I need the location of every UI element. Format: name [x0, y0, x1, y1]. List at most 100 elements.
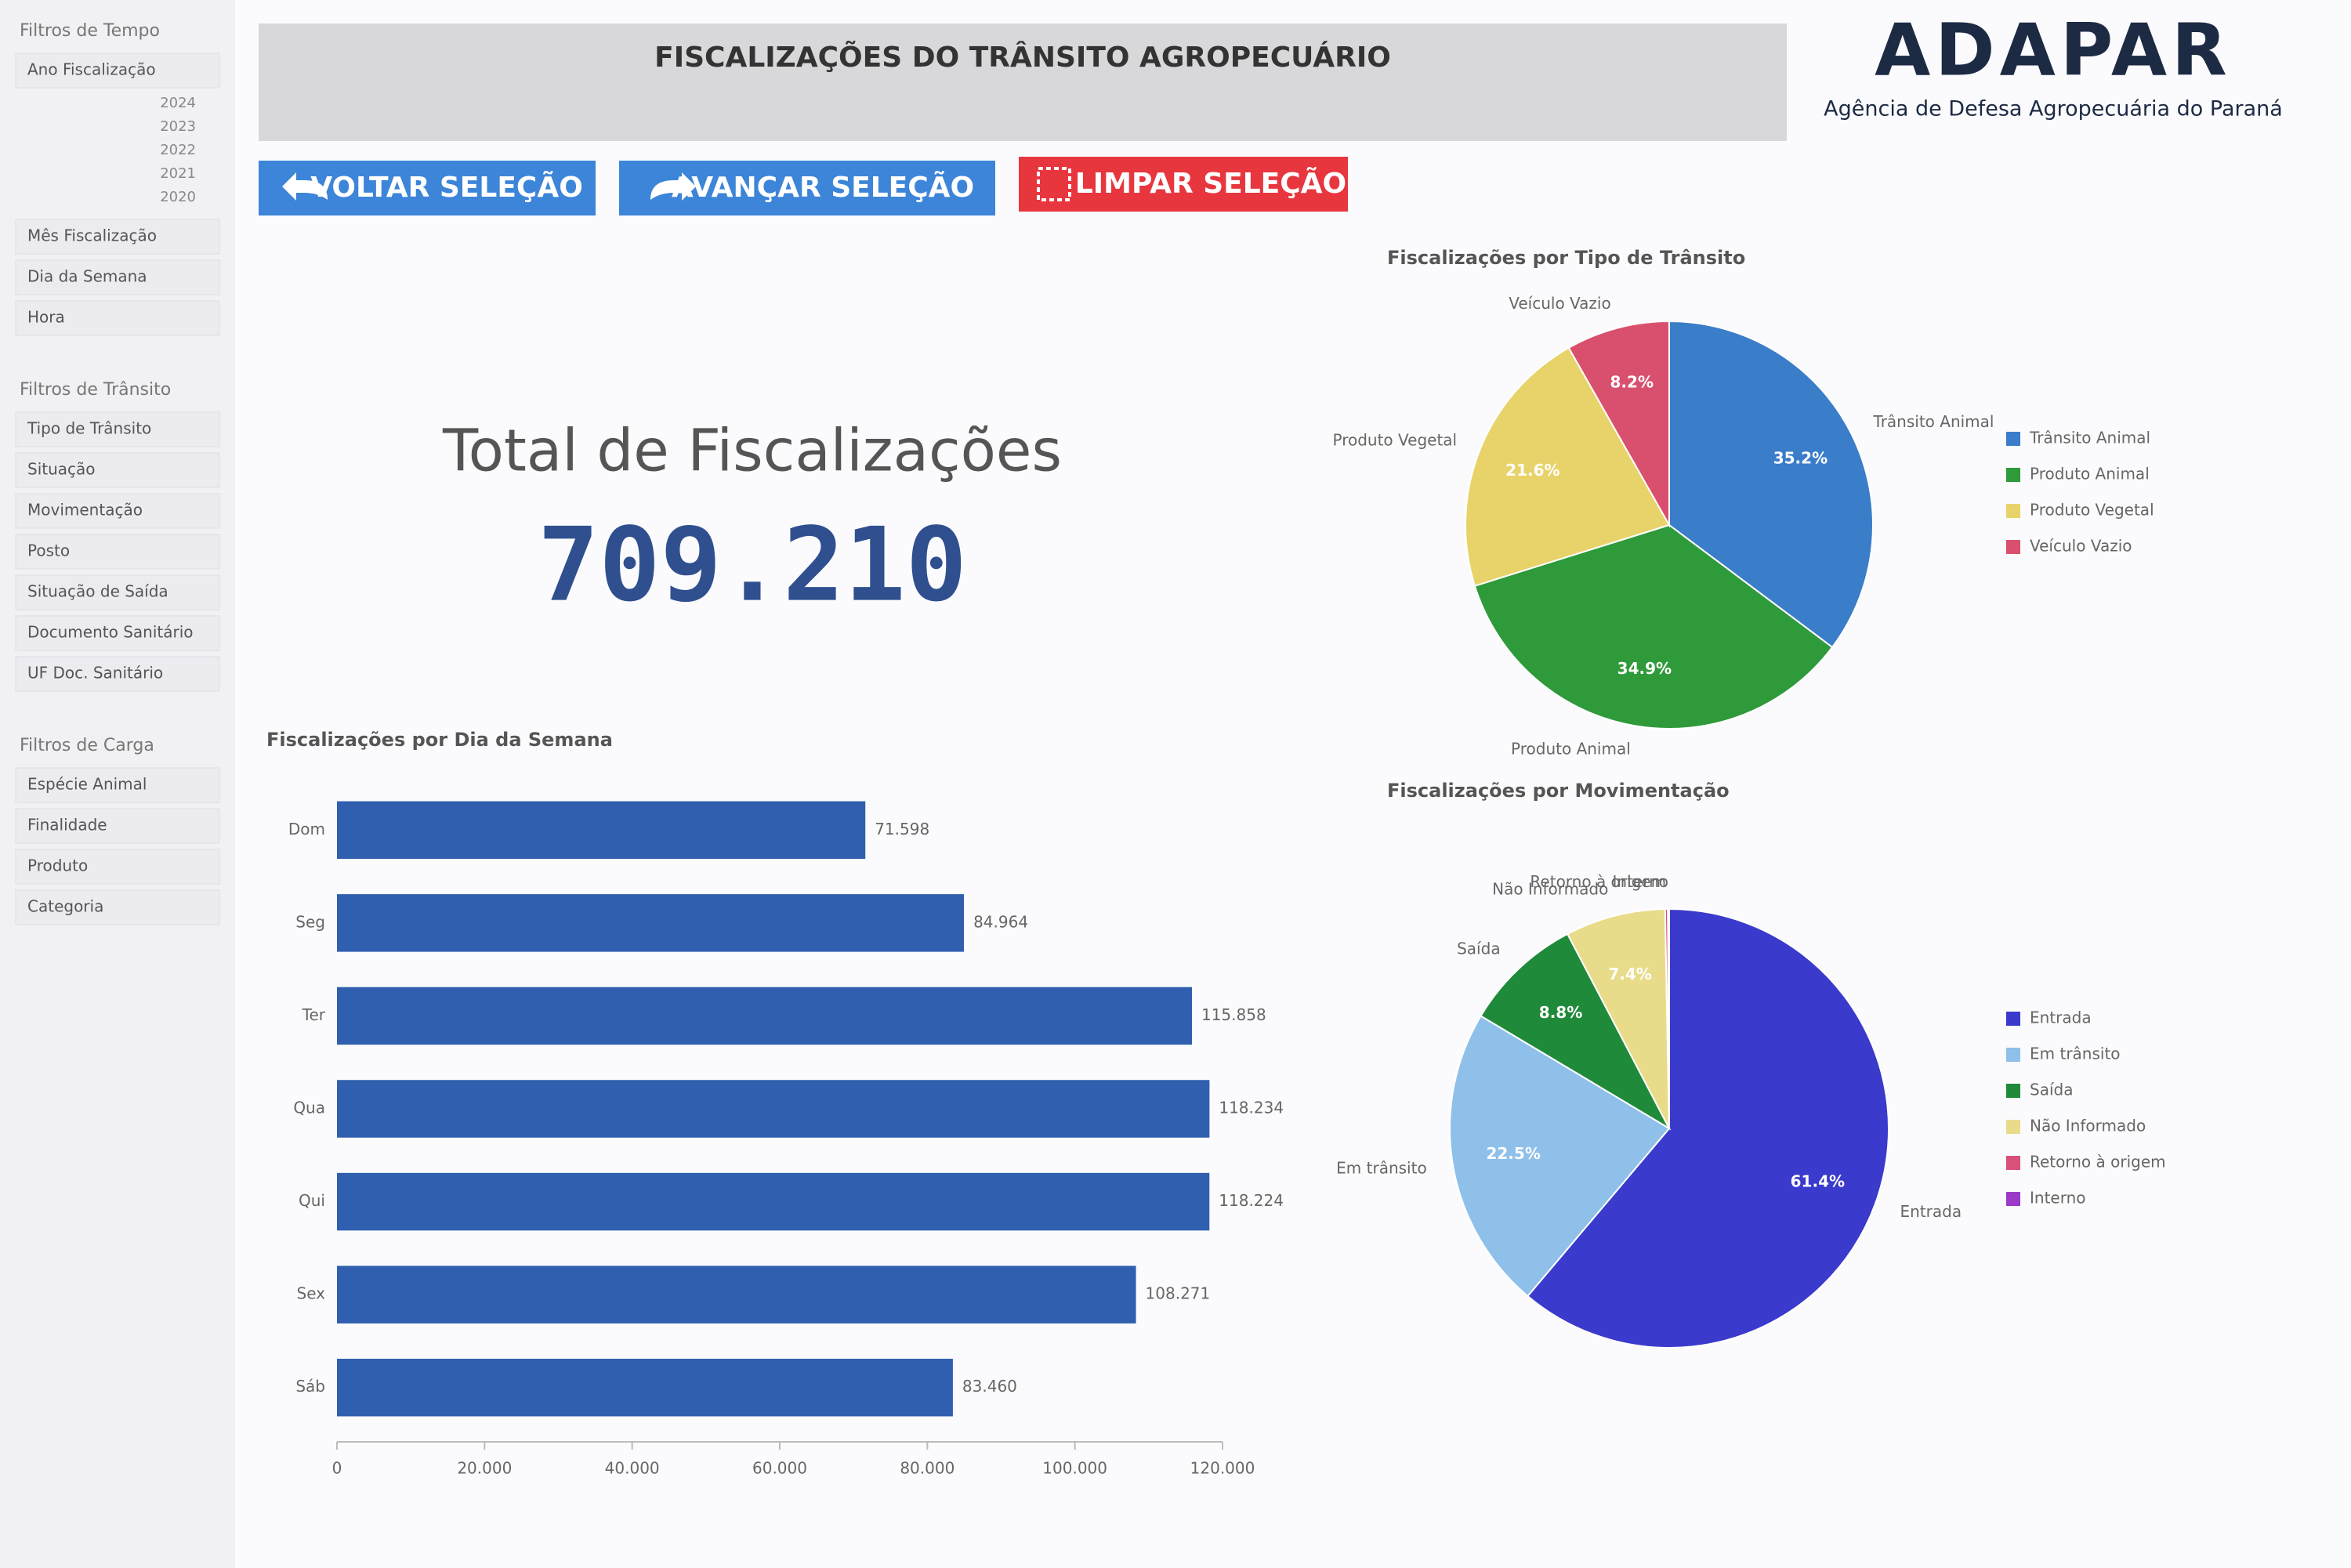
slice-value-label: 21.6%	[1505, 461, 1559, 480]
bar	[337, 894, 965, 952]
filter-box	[15, 300, 220, 336]
x-tick-label: 100.000	[1042, 1459, 1107, 1478]
legend-swatch	[2006, 1084, 2020, 1098]
year-option: 2020	[160, 189, 196, 205]
back-button[interactable]: VOLTAR SELEÇÃO	[259, 161, 596, 215]
slice-value-label: 22.5%	[1486, 1144, 1540, 1163]
slice-name-label: Não Informado	[1492, 880, 1608, 899]
filter-box	[15, 452, 220, 488]
year-option: 2024	[160, 95, 196, 111]
filter-label: Categoria	[27, 897, 103, 916]
year-option: 2021	[160, 165, 196, 182]
legend-swatch	[2006, 1156, 2020, 1170]
button-label[interactable]: AVANÇAR SELEÇÃO	[672, 171, 974, 204]
y-tick-label: Sex	[297, 1284, 326, 1303]
filter-box	[15, 808, 220, 844]
filter-label: Mês Fiscalização	[27, 226, 157, 245]
legend-label: Saída	[2030, 1081, 2073, 1099]
filter-box	[15, 534, 220, 570]
pie-slice	[1527, 907, 1889, 1349]
filter-label: Finalidade	[27, 816, 107, 835]
chart-title: Fiscalizações por Tipo de Trânsito	[1387, 247, 1745, 269]
filter-section-title: Filtros de Tempo	[20, 21, 160, 41]
filter-label: Espécie Animal	[27, 775, 147, 794]
bar	[337, 987, 1192, 1045]
filter-label: Dia da Semana	[27, 267, 147, 286]
filter-box	[15, 259, 220, 295]
clear-icon[interactable]	[1037, 167, 1071, 201]
pie-slice	[1473, 523, 1834, 730]
legend-swatch	[2006, 1120, 2020, 1134]
legend-label: Em trânsito	[2030, 1045, 2121, 1063]
button-label[interactable]: LIMPAR SELEÇÃO	[1075, 167, 1346, 200]
legend-label: Não Informado	[2030, 1117, 2146, 1135]
bar	[337, 1080, 1210, 1138]
filter-section-title: Filtros de Carga	[20, 736, 154, 755]
year-option: 2023	[160, 118, 196, 135]
legend-swatch	[2006, 1048, 2020, 1062]
filter-box	[15, 219, 220, 255]
pie-slice	[1667, 907, 1670, 1129]
slice-value-label: 8.8%	[1539, 1003, 1582, 1022]
legend-swatch	[2006, 1192, 2020, 1206]
forward-button[interactable]: AVANÇAR SELEÇÃO	[619, 161, 995, 215]
filter-box	[15, 889, 220, 925]
filter-box	[15, 849, 220, 885]
header-bar	[259, 24, 1787, 141]
x-tick-label: 120.000	[1190, 1459, 1255, 1478]
y-tick-label: Sáb	[295, 1377, 325, 1396]
slice-value-label: 8.2%	[1610, 372, 1654, 391]
filter-box	[15, 656, 220, 692]
button-label[interactable]: VOLTAR SELEÇÃO	[310, 171, 583, 204]
x-tick-label: 80.000	[900, 1459, 955, 1478]
pie-slice	[1567, 320, 1670, 528]
x-tick-label: 20.000	[457, 1459, 512, 1478]
bar	[337, 801, 866, 860]
y-tick-label: Ter	[302, 1005, 326, 1024]
logo: ADAPAR	[1875, 8, 2232, 92]
slice-name-label: Produto Vegetal	[1332, 431, 1457, 450]
legend-swatch	[2006, 1012, 2020, 1026]
filter-box	[15, 574, 220, 610]
slice-name-label: Interno	[1613, 872, 1669, 891]
value-label: 108.271	[1146, 1284, 1211, 1303]
button-bg[interactable]	[1019, 157, 1348, 212]
legend-swatch	[2006, 432, 2020, 446]
y-tick-label: Qui	[299, 1191, 325, 1210]
legend-label: Trânsito Animal	[2029, 429, 2150, 447]
slice-name-label: Trânsito Animal	[1872, 412, 1994, 431]
legend-swatch	[2006, 540, 2020, 554]
filter-label: Movimentação	[27, 501, 143, 520]
x-tick-label: 40.000	[605, 1459, 660, 1478]
chart-title: Fiscalizações por Movimentação	[1387, 780, 1730, 802]
y-tick-label: Qua	[293, 1099, 325, 1117]
filter-box	[15, 615, 220, 651]
pie-slice	[1448, 1015, 1671, 1298]
legend-label: Entrada	[2030, 1009, 2092, 1027]
pie-slice	[1464, 346, 1671, 587]
slice-name-label: Retorno à origem	[1530, 872, 1666, 891]
slice-value-label: 35.2%	[1773, 449, 1828, 468]
header-title: FISCALIZAÇÕES DO TRÂNSITO AGROPECUÁRIO	[654, 41, 1391, 74]
kpi-value: 709.210	[538, 505, 967, 625]
clear-button[interactable]: LIMPAR SELEÇÃO	[1019, 157, 1348, 212]
pie-slice	[1480, 932, 1672, 1131]
pie-slice	[1668, 320, 1874, 649]
slice-name-label: Veículo Vazio	[1509, 294, 1611, 313]
value-label: 83.460	[962, 1377, 1017, 1396]
back-icon[interactable]	[282, 172, 328, 201]
value-label: 84.964	[973, 912, 1028, 931]
slice-name-label: Produto Animal	[1511, 740, 1631, 759]
legend-label: Produto Vegetal	[2030, 501, 2154, 520]
value-label: 118.234	[1219, 1099, 1284, 1117]
filter-box	[15, 411, 220, 447]
year-option: 2022	[160, 142, 196, 158]
forward-icon[interactable]	[650, 172, 696, 201]
slice-name-label: Entrada	[1900, 1202, 1962, 1221]
value-label: 115.858	[1201, 1005, 1266, 1024]
filter-box	[15, 53, 220, 89]
filter-label: Situação	[27, 460, 96, 479]
chart-title: Fiscalizações por Dia da Semana	[266, 729, 613, 751]
